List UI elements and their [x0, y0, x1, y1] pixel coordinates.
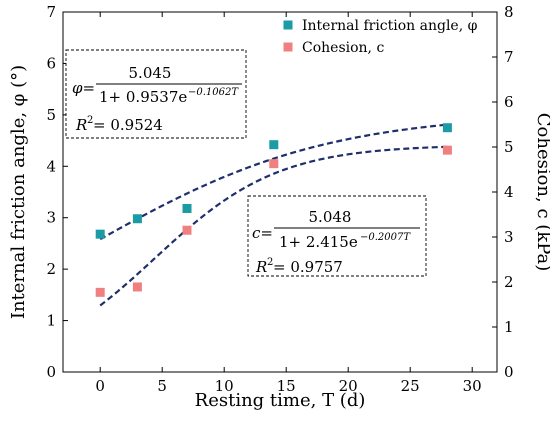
- equation-lhs: c=: [252, 224, 273, 242]
- legend-label-cohesion: Cohesion, c: [302, 40, 384, 56]
- legend-label-friction-angle: Internal friction angle, φ: [302, 18, 478, 34]
- data-point-friction-angle: [182, 203, 192, 213]
- x-tick-label: 25: [401, 377, 420, 395]
- data-point-cohesion: [442, 145, 452, 155]
- equation-denominator: 1+ 0.9537e: [99, 88, 187, 106]
- r2-value: = 0.9524: [93, 116, 163, 134]
- y-right-tick-label: 4: [504, 183, 514, 201]
- y-left-tick-label: 1: [46, 312, 56, 330]
- legend-marker-cohesion: [283, 42, 293, 52]
- y-right-tick-label: 8: [504, 3, 514, 21]
- equation-lhs: φ=: [72, 79, 95, 97]
- y-left-tick-label: 7: [46, 3, 56, 21]
- r2-label: R: [255, 258, 267, 276]
- r2-superscript: 2: [267, 257, 273, 268]
- legend-marker-friction-angle: [283, 20, 293, 30]
- y-right-tick-label: 0: [504, 363, 514, 381]
- data-point-friction-angle: [95, 229, 105, 239]
- y-axis-right-title: Cohesion, c (kPa): [533, 113, 550, 272]
- x-axis-title: Resting time, T (d): [195, 390, 366, 411]
- data-point-friction-angle: [132, 214, 142, 224]
- x-tick-label: 15: [277, 377, 296, 395]
- equation-box-frame: [247, 195, 427, 277]
- y-right-tick-label: 5: [504, 138, 514, 156]
- equation-numerator: 5.045: [129, 64, 172, 82]
- x-tick-label: 20: [339, 377, 358, 395]
- y-left-tick-label: 5: [46, 106, 56, 124]
- data-point-friction-angle: [442, 123, 452, 133]
- y-left-tick-label: 4: [46, 157, 56, 175]
- equation-exponent: −0.2007T: [360, 232, 411, 243]
- r2-superscript: 2: [87, 115, 93, 126]
- fit-curve-cohesion: [99, 145, 448, 307]
- equation-numerator: 5.048: [309, 208, 352, 226]
- r2-value: = 0.9757: [273, 258, 343, 276]
- y-left-tick-label: 3: [46, 209, 56, 227]
- data-points: [95, 123, 452, 297]
- fit-curve-friction-angle: [99, 123, 448, 241]
- equation-box-friction-angle: φ= 5.045 1+ 0.9537e −0.1062T R 2 = 0.952…: [65, 49, 247, 139]
- y-right-tick-label: 3: [504, 228, 514, 246]
- equation-denominator: 1+ 2.415e: [279, 233, 358, 251]
- equation-exponent: −0.1062T: [188, 87, 239, 98]
- y-left-tick-label: 0: [46, 363, 56, 381]
- x-tick-label: 5: [157, 377, 167, 395]
- y-right-tick-label: 1: [504, 318, 514, 336]
- data-point-cohesion: [132, 282, 142, 292]
- legend: Internal friction angle, φ Cohesion, c: [283, 18, 478, 56]
- y-right-tick-label: 7: [504, 48, 514, 66]
- data-point-cohesion: [95, 287, 105, 297]
- r2-label: R: [75, 116, 87, 134]
- y-right-tick-label: 6: [504, 93, 514, 111]
- y-right-tick-label: 2: [504, 273, 514, 291]
- x-tick-label: 0: [95, 377, 105, 395]
- axis-ticks: 0 5 10 15 20 25 30 0 1 2 3 4 5 6 7 0 1 2 3 4 5 6 7 8: [46, 3, 513, 395]
- y-left-tick-label: 2: [46, 260, 56, 278]
- y-axis-left-title: Internal friction angle, φ (°): [8, 65, 29, 319]
- equation-box-cohesion: c= 5.048 1+ 2.415e −0.2007T R 2 = 0.9757: [247, 195, 427, 277]
- data-point-cohesion: [182, 225, 192, 235]
- y-left-tick-label: 6: [46, 54, 56, 72]
- data-point-cohesion: [269, 159, 279, 169]
- plot-area-frame: [62, 11, 498, 373]
- x-tick-label: 30: [463, 377, 482, 395]
- data-point-friction-angle: [269, 140, 279, 150]
- equation-box-frame: [65, 49, 247, 139]
- fit-curves: [99, 123, 448, 307]
- x-tick-label: 10: [215, 377, 234, 395]
